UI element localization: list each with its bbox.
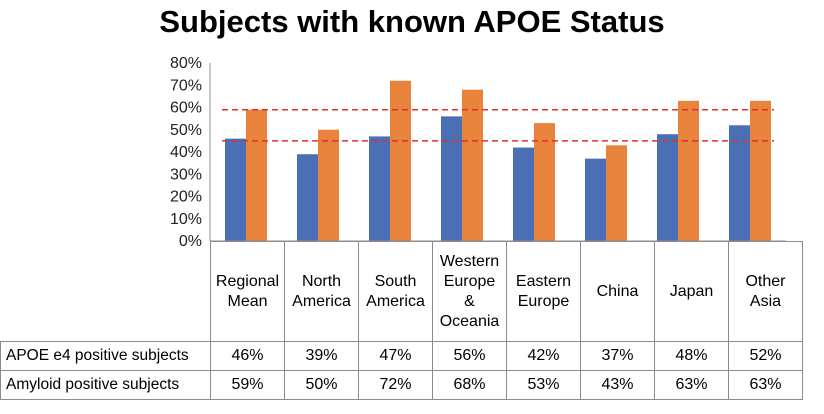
data-label: 72% bbox=[358, 370, 433, 400]
series-label-amyloid: Amyloid positive subjects bbox=[0, 370, 211, 400]
category-label: Regional Mean bbox=[210, 241, 285, 342]
y-tick-label: 60% bbox=[170, 100, 202, 117]
bar-apoe-e4 bbox=[585, 158, 606, 241]
bar-apoe-e4 bbox=[513, 147, 534, 241]
bar-apoe-e4 bbox=[729, 125, 750, 241]
category-label: Japan bbox=[654, 241, 729, 342]
bar-apoe-e4 bbox=[297, 154, 318, 241]
bar-amyloid bbox=[462, 89, 483, 241]
y-tick-label: 20% bbox=[170, 189, 202, 206]
y-tick-label: 50% bbox=[170, 122, 202, 139]
bar-apoe-e4 bbox=[657, 134, 678, 241]
category-label: China bbox=[580, 241, 655, 342]
data-table: Regional Mean North America South America W… bbox=[0, 241, 803, 400]
bar-amyloid bbox=[318, 129, 339, 241]
data-label: 43% bbox=[580, 370, 655, 400]
chart-title: Subjects with known APOE Status bbox=[159, 4, 665, 39]
bar-amyloid bbox=[678, 100, 699, 241]
data-label: 50% bbox=[284, 370, 359, 400]
data-label: 63% bbox=[654, 370, 729, 400]
category-label: Western Europe & Oceania bbox=[432, 241, 507, 342]
data-label: 39% bbox=[284, 341, 359, 371]
y-tick-label: 40% bbox=[170, 144, 202, 161]
category-label: South America bbox=[358, 241, 433, 342]
data-label: 56% bbox=[432, 341, 507, 371]
data-label: 48% bbox=[654, 341, 729, 371]
category-label: Other Asia bbox=[728, 241, 803, 342]
y-tick-label: 70% bbox=[170, 77, 202, 94]
category-row: Regional Mean North America South America W… bbox=[0, 241, 803, 342]
series-label-apoe: APOE e4 positive subjects bbox=[0, 341, 211, 371]
series-row-apoe: APOE e4 positive subjects 46% 39% 47% 56% 42… bbox=[0, 341, 803, 371]
category-label: Eastern Europe bbox=[506, 241, 581, 342]
bar-amyloid bbox=[390, 80, 411, 241]
bar-amyloid bbox=[606, 145, 627, 241]
data-label: 47% bbox=[358, 341, 433, 371]
data-label: 52% bbox=[728, 341, 803, 371]
data-label: 63% bbox=[728, 370, 803, 400]
data-label: 37% bbox=[580, 341, 655, 371]
bar-amyloid bbox=[246, 109, 267, 241]
bar-apoe-e4 bbox=[369, 136, 390, 241]
bar-amyloid bbox=[750, 100, 771, 241]
y-tick-label: 30% bbox=[170, 166, 202, 183]
bar-apoe-e4 bbox=[225, 138, 246, 241]
y-tick-label: 10% bbox=[170, 211, 202, 228]
series-row-amyloid: Amyloid positive subjects 59% 50% 72% 68% 53… bbox=[0, 370, 803, 400]
y-tick-label: 80% bbox=[170, 55, 202, 72]
data-label: 42% bbox=[506, 341, 581, 371]
data-label: 68% bbox=[432, 370, 507, 400]
data-label: 46% bbox=[210, 341, 285, 371]
table-corner bbox=[0, 241, 211, 342]
bar-amyloid bbox=[534, 123, 555, 241]
data-label: 59% bbox=[210, 370, 285, 400]
category-label: North America bbox=[284, 241, 359, 342]
bar-apoe-e4 bbox=[441, 116, 462, 241]
data-label: 53% bbox=[506, 370, 581, 400]
